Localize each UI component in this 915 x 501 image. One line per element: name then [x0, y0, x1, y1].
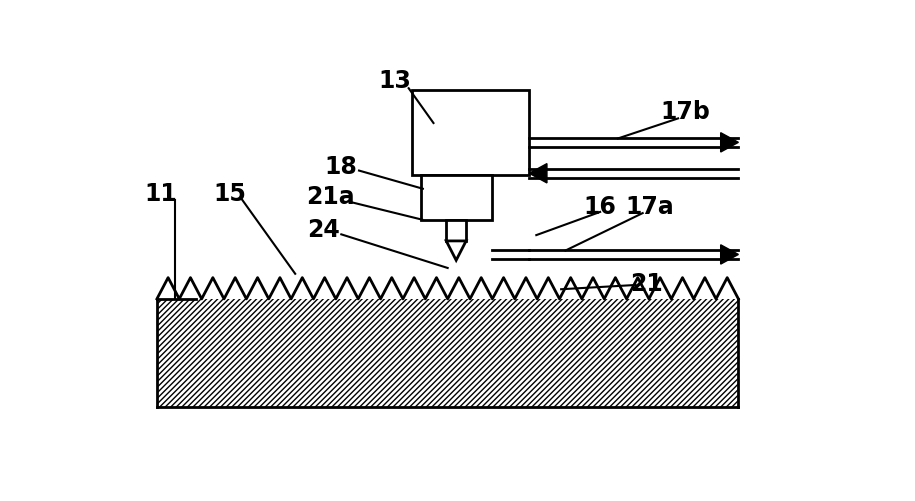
Text: 15: 15	[213, 181, 246, 205]
Text: 17b: 17b	[661, 100, 710, 124]
Text: 24: 24	[307, 218, 340, 242]
Polygon shape	[721, 245, 738, 265]
Bar	[157, 299, 738, 407]
Text: 13: 13	[378, 69, 411, 93]
Polygon shape	[529, 164, 547, 183]
Text: 21: 21	[630, 271, 662, 295]
Text: 18: 18	[325, 154, 358, 178]
Polygon shape	[447, 241, 466, 261]
Polygon shape	[721, 133, 738, 153]
Text: 17a: 17a	[625, 195, 674, 219]
Text: 21a: 21a	[307, 185, 355, 209]
Bar	[447, 220, 466, 241]
Text: 11: 11	[144, 181, 177, 205]
Bar	[421, 176, 491, 220]
Bar	[412, 91, 529, 176]
Text: 16: 16	[584, 195, 617, 219]
